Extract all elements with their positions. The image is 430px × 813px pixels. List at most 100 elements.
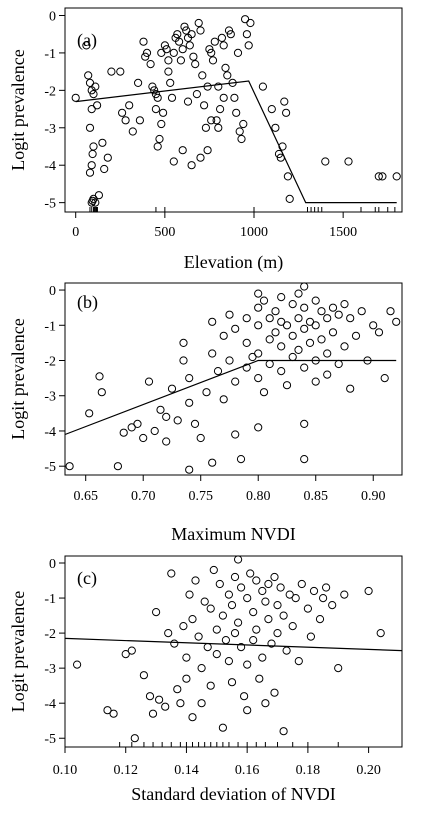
data-point [369,321,378,330]
data-point [378,172,387,181]
data-point [200,597,209,606]
y-tick-label: -4 [44,425,56,440]
y-tick-label: -4 [44,697,56,712]
x-axis-title: Standard deviation of NVDI [131,784,335,804]
fit-line [64,637,403,652]
data-point [376,629,385,638]
data-point [311,377,320,386]
data-point [221,636,230,645]
y-tick-label: -1 [44,592,56,607]
data-point [164,56,173,65]
data-point [169,157,178,166]
data-point [273,629,282,638]
data-point [228,78,237,88]
data-point [191,60,200,69]
data-point [317,335,326,344]
x-tick-label: 0 [72,225,79,240]
y-tick-label: -1 [44,47,56,62]
data-point [212,650,221,659]
x-tick-label: 0.65 [73,489,98,504]
data-point [135,116,144,125]
data-point [259,388,269,397]
data-point [153,93,162,102]
y-axis-title: Logit prevalence [8,318,28,439]
data-point [252,576,261,585]
data-point [237,583,246,592]
data-point [227,678,237,687]
data-point [311,296,320,305]
data-point [207,48,216,58]
data-point [276,153,285,162]
data-point [212,625,221,634]
data-point [176,56,185,65]
x-tick-label: 1500 [329,225,357,240]
data-point [294,314,303,323]
data-point [153,142,162,151]
y-tick-label: -2 [44,84,56,99]
data-point [334,310,343,319]
data-point [311,356,320,365]
data-point [254,423,263,432]
data-point [196,153,205,162]
data-point [173,685,182,694]
data-point [89,90,98,99]
x-tick-label: 0.14 [174,763,199,778]
data-point [182,674,191,683]
data-point [191,576,200,585]
data-point [91,198,100,207]
x-tick-label: 0.70 [131,489,156,504]
data-point [127,646,136,655]
data-point [242,363,251,372]
x-tick-label: 0.16 [235,763,260,778]
y-tick-label: 0 [49,284,56,299]
data-point [340,342,349,351]
data-point [392,317,401,326]
data-point [233,48,243,58]
data-point [300,455,309,464]
data-point [241,15,250,24]
y-axis-title: Logit prevalence [8,49,28,170]
data-point [254,303,263,312]
data-point [150,86,159,95]
data-point [344,157,353,166]
data-point [254,289,263,298]
data-point [232,108,241,117]
data-point [285,194,294,203]
data-point [175,37,184,46]
data-point [283,172,292,181]
data-point [200,101,209,110]
y-tick-label: -3 [44,122,56,137]
data-point [363,356,372,365]
data-point [294,289,303,298]
data-point [167,93,177,102]
data-point [155,134,164,144]
data-point [282,646,291,655]
data-point [271,307,280,316]
data-point [282,381,292,390]
data-point [185,398,194,407]
data-point [208,349,217,358]
data-point [254,321,263,330]
data-point [151,90,160,99]
panel-label: (b) [77,292,98,313]
data-point [210,37,219,46]
data-point [198,71,207,80]
x-axis-title: Maximum NVDI [171,524,296,544]
data-point [185,41,194,50]
data-point [188,615,197,624]
data-point [208,317,217,326]
data-point [258,586,267,596]
data-point [340,590,349,599]
data-point [113,462,123,471]
data-point [346,314,355,323]
data-point [277,342,286,351]
data-point [85,409,94,418]
x-tick-label: 0.75 [188,489,213,504]
data-point [231,430,240,439]
data-point [380,374,389,383]
data-point [173,30,182,39]
data-point [271,123,280,132]
data-point [231,377,240,386]
data-point [357,307,366,316]
x-tick-label: 0.20 [356,763,381,778]
